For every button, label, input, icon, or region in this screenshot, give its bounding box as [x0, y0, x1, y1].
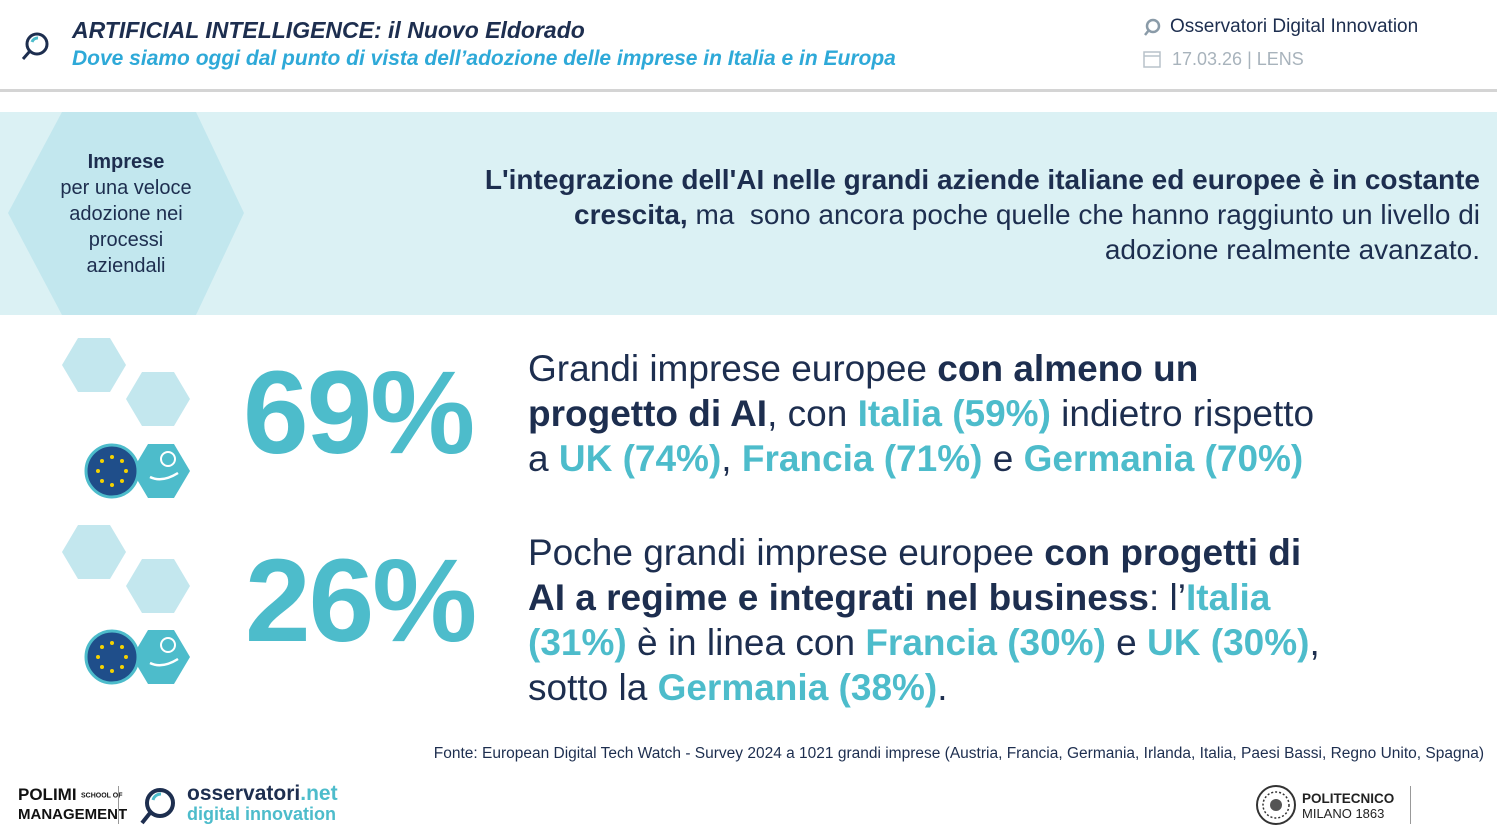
run: sotto la: [528, 667, 658, 708]
divider: [1410, 786, 1411, 824]
run: Germania (70%): [1023, 438, 1304, 479]
run: ,: [1309, 622, 1320, 663]
decor: [62, 338, 190, 685]
run: con almeno un: [937, 348, 1199, 389]
logo-text: MANAGEMENT: [18, 806, 128, 824]
run: Italia: [1185, 577, 1271, 618]
label-line: aziendali: [86, 255, 166, 277]
run: UK (74%): [558, 438, 722, 479]
politecnico-seal: [1256, 785, 1296, 825]
run: adozione realmente avanzato.: [1104, 234, 1480, 265]
subtitle: Dove siamo oggi dal punto di vista dell’…: [72, 47, 896, 70]
polimi-logo: POLIMI SCHOOL OF MANAGEMENT: [18, 785, 127, 824]
logo-text: POLITECNICO: [1302, 791, 1395, 806]
divider: [118, 786, 119, 824]
calendar-icon: [1143, 51, 1161, 68]
run: , con: [767, 393, 858, 434]
run: : l’: [1148, 577, 1186, 618]
title: ARTIFICIAL INTELLIGENCE: il Nuovo Eldora…: [72, 17, 585, 43]
run: AI a regime e integrati nel business: [528, 577, 1149, 618]
stat-text: Grandi imprese europee con almeno un pro…: [528, 346, 1314, 481]
run: Italia (59%): [857, 393, 1051, 434]
label-line: per una veloce: [60, 177, 192, 199]
logo-text: osservatori: [187, 782, 301, 805]
run: è in linea con: [626, 622, 866, 663]
brand-icon: [1144, 18, 1161, 36]
banner: [0, 112, 1497, 315]
banner-hexagon: [8, 112, 244, 315]
label-line: processi: [88, 229, 164, 251]
run: (31%): [528, 622, 627, 663]
run: Grandi imprese europee: [528, 348, 938, 389]
statement: L'integrazione dell'AI nelle grandi azie…: [485, 162, 1480, 267]
logo-text: digital innovation: [187, 804, 336, 824]
politecnico-logo: POLITECNICO MILANO 1863: [1302, 791, 1394, 821]
run: Germania (38%): [657, 667, 938, 708]
logo-text: MILANO 1863: [1302, 806, 1385, 821]
run: e: [1105, 622, 1148, 663]
run: UK (30%): [1147, 622, 1310, 663]
search-icon: [21, 32, 49, 60]
header-rule: [0, 89, 1497, 92]
logo-text: POLIMI: [18, 785, 77, 804]
logo-text: SCHOOL OF: [81, 792, 123, 800]
brand: Osservatori Digital Innovation: [1170, 16, 1419, 37]
run: progetto di AI: [528, 393, 768, 434]
logo-text: .net: [300, 782, 338, 805]
run: con progetti di: [1044, 532, 1302, 573]
osservatori-logo: osservatori.net digital innovation: [187, 782, 338, 824]
run: crescita,: [574, 199, 688, 230]
run: Francia (30%): [865, 622, 1106, 663]
osservatori-icon: [140, 788, 175, 825]
source: Fonte: European Digital Tech Watch - Sur…: [433, 745, 1484, 762]
run: .: [937, 667, 948, 708]
date: 17.03.26 | LENS: [1172, 49, 1304, 69]
label-line: adozione nei: [69, 203, 183, 225]
stat-text: Poche grandi imprese europee con progett…: [528, 530, 1320, 710]
run: ma sono ancora poche quelle che hanno ra…: [687, 199, 1480, 230]
run: Poche grandi imprese europee: [528, 532, 1045, 573]
run: L'integrazione dell'AI nelle grandi azie…: [484, 164, 1480, 195]
run: indietro rispetto: [1050, 393, 1315, 434]
run: Francia (71%): [741, 438, 983, 479]
run: e: [982, 438, 1024, 479]
label-line: Imprese: [87, 151, 165, 173]
run: ,: [721, 438, 742, 479]
stat-value: 26%: [245, 535, 477, 667]
run: a: [528, 438, 559, 479]
banner-label: Imprese per una veloce adozione nei proc…: [20, 149, 232, 279]
stat-value: 69%: [243, 347, 475, 479]
